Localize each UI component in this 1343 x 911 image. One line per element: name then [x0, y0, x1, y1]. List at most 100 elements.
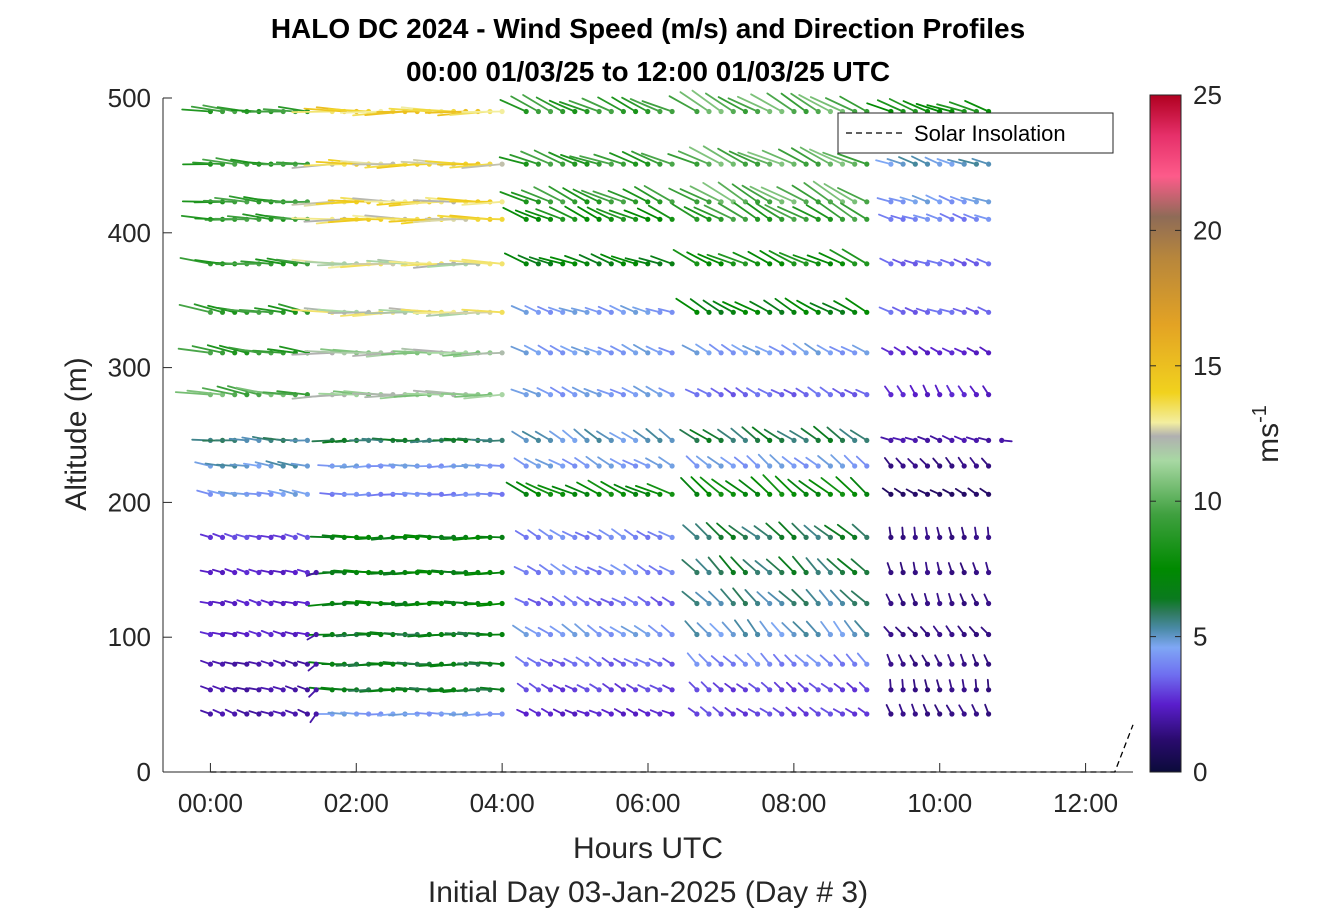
wind-vector [242, 462, 262, 469]
wind-vector [984, 703, 992, 717]
wind-vector [712, 682, 724, 693]
wind-vector [957, 385, 967, 398]
wind-vector [224, 686, 238, 693]
wind-vector [926, 259, 943, 267]
wind-vector [548, 458, 566, 469]
wind-vector [730, 427, 749, 443]
colorbar-label: ms-1 [1249, 405, 1285, 463]
wind-vector [513, 457, 529, 469]
wind-vector [837, 152, 870, 167]
wind-vector [461, 258, 505, 267]
wind-vector [806, 654, 821, 667]
wind-vector [621, 150, 651, 167]
wind-vector [296, 568, 310, 576]
wind-vector [502, 206, 529, 222]
wind-vector [919, 458, 931, 469]
wind-vector [658, 456, 675, 469]
wind-vector [309, 711, 319, 724]
wind-vector [548, 99, 578, 115]
wind-vector [979, 346, 992, 356]
wind-vector [296, 660, 310, 667]
wind-vector [571, 386, 590, 398]
wind-vector [768, 249, 797, 267]
wind-vector [640, 152, 675, 167]
wind-vector [548, 306, 566, 315]
wind-vector [747, 250, 773, 267]
wind-vector [857, 707, 870, 717]
wind-vector [959, 562, 967, 576]
wind-vector [597, 346, 614, 356]
wind-vector [537, 344, 554, 356]
wind-vector [717, 253, 749, 267]
wind-vector [805, 557, 821, 576]
wind-vector [820, 683, 834, 693]
wind-vector [686, 251, 712, 267]
wind-vector [945, 704, 955, 717]
wind-vector [833, 300, 858, 315]
wind-vector [820, 476, 846, 497]
y-tick-label: 200 [108, 487, 151, 517]
y-tick-label: 300 [108, 353, 151, 383]
wind-vector [883, 626, 894, 638]
wind-vector [211, 600, 226, 607]
axes: 00:00 02:00 04:00 06:00 08:00 10:00 12:00 0 100 2… [108, 83, 1119, 818]
wind-vector [199, 631, 213, 638]
wind-vector [284, 569, 298, 576]
wind-vector [691, 89, 724, 115]
wind-vector [895, 626, 906, 638]
wind-vector [939, 212, 955, 222]
wind-vector [762, 474, 785, 497]
wind-vector [888, 526, 894, 541]
wind-vector [535, 208, 566, 222]
wind-vector [284, 533, 298, 541]
wind-vector [574, 457, 590, 469]
wind-vector [926, 308, 943, 315]
wind-vector [971, 704, 980, 717]
wind-vector [712, 300, 736, 315]
wind-vector [875, 159, 894, 167]
wind-vector [830, 454, 846, 469]
wind-vector [721, 343, 736, 356]
wind-vector [528, 708, 542, 717]
wind-vector [961, 526, 967, 541]
wind-vector [792, 555, 809, 576]
wind-vector [850, 558, 870, 576]
wind-vector [212, 709, 226, 717]
wind-vector [632, 306, 651, 315]
wind-vector [643, 185, 675, 205]
wind-vector [537, 305, 554, 315]
wind-vector [236, 709, 250, 717]
wind-vector [622, 188, 651, 205]
wind-vector [936, 158, 955, 167]
wind-vector [584, 428, 602, 443]
wind-vector [892, 306, 906, 315]
wind-vector [505, 481, 529, 497]
wind-vector [783, 388, 797, 398]
wind-vector [562, 458, 578, 469]
wind-vector [561, 623, 578, 638]
wind-vectors [174, 89, 1013, 724]
wind-vector [597, 96, 627, 115]
wind-vector [297, 685, 310, 693]
wind-vector [712, 706, 724, 717]
wind-vector [679, 91, 712, 115]
wind-vector [879, 257, 894, 267]
wind-vector [843, 620, 858, 638]
wind-vector [248, 661, 262, 667]
wind-vector [899, 561, 906, 576]
wind-vector [803, 524, 821, 541]
wind-vector [845, 708, 858, 717]
wind-vector [679, 428, 700, 443]
y-tick-label: 0 [137, 757, 151, 787]
wind-vector [621, 387, 639, 398]
wind-vector [936, 561, 943, 576]
wind-vector [974, 214, 992, 222]
wind-vector [885, 593, 894, 607]
wind-vector [647, 204, 675, 222]
wind-vector [724, 682, 736, 693]
wind-vector [852, 344, 870, 356]
wind-vector [772, 707, 785, 717]
wind-vector [777, 205, 809, 222]
wind-vector [754, 560, 773, 576]
wind-vector [836, 523, 858, 541]
